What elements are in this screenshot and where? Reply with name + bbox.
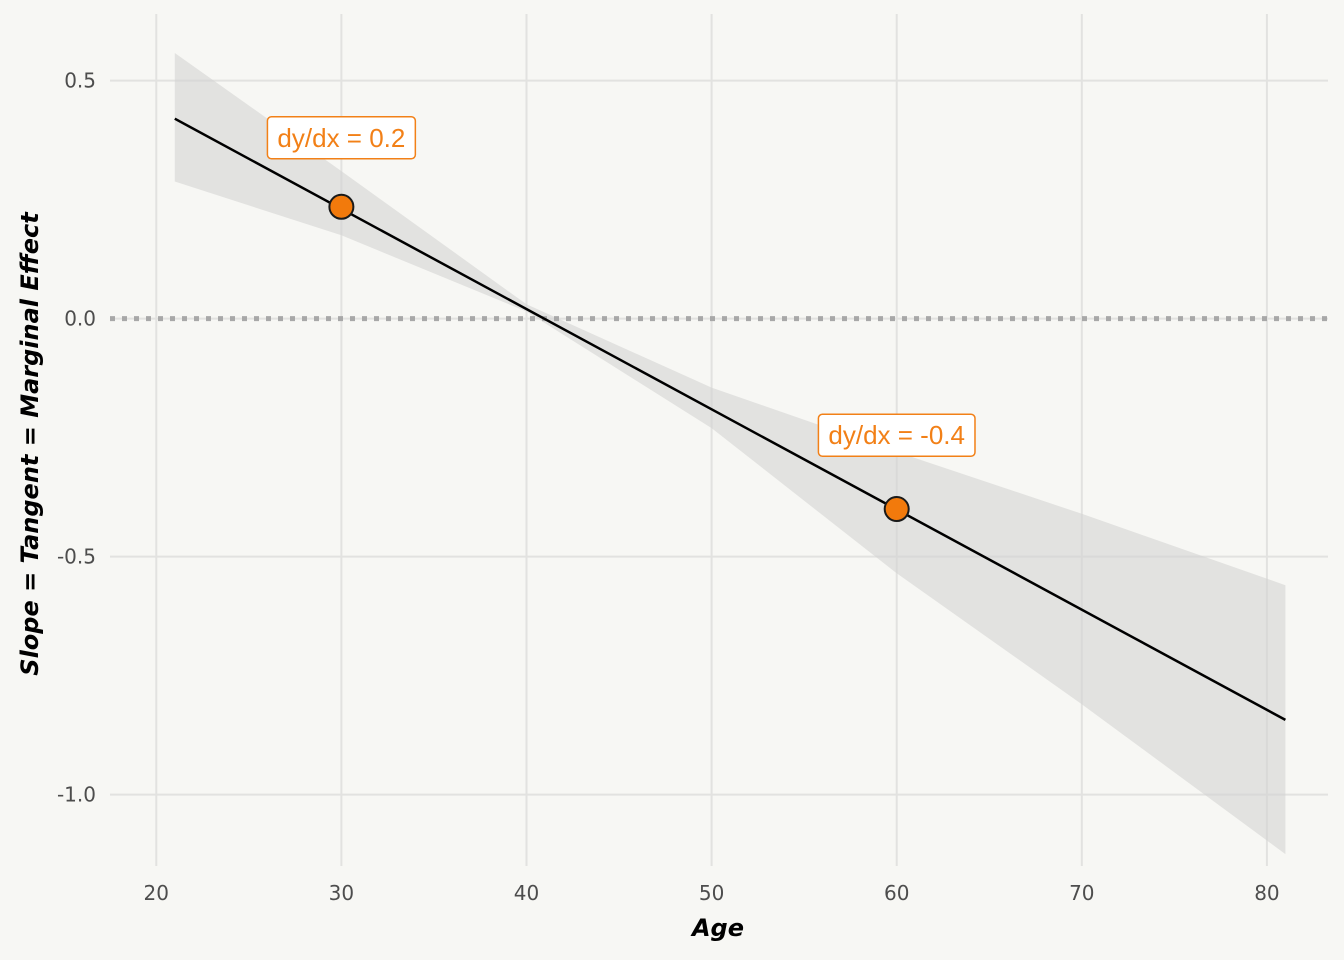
- annotation-layer: dy/dx = 0.2 dy/dx = -0.4: [266, 116, 976, 457]
- y-tick-label: -0.5: [57, 545, 96, 569]
- x-axis-title: Age: [690, 914, 744, 942]
- x-tick-label: 80: [1254, 881, 1279, 905]
- confidence-band: [174, 53, 1286, 855]
- y-tick-label: -1.0: [57, 783, 96, 807]
- y-tick-label: 0.0: [64, 307, 96, 331]
- x-tick-label: 20: [144, 881, 169, 905]
- y-tick-label: 0.5: [64, 69, 96, 93]
- x-tick-label: 70: [1069, 881, 1094, 905]
- x-tick-label: 50: [699, 881, 724, 905]
- trend-line-layer: [174, 117, 1286, 721]
- x-tick-labels: 20 30 40 50 60 70 80: [144, 881, 1280, 905]
- annotation-box: [266, 116, 417, 160]
- x-tick-label: 40: [514, 881, 539, 905]
- trend-line: [174, 117, 1286, 721]
- annotation-text: dy/dx = -0.4: [828, 420, 965, 450]
- confidence-band-layer: [174, 53, 1286, 855]
- slope-annotation: dy/dx = -0.4: [817, 413, 976, 457]
- annotation-box: [817, 413, 976, 457]
- x-tick-label: 30: [329, 881, 354, 905]
- highlight-point: [328, 193, 355, 220]
- highlight-points-layer: [328, 193, 910, 523]
- y-axis-title: Slope = Tangent = Marginal Effect: [16, 211, 44, 676]
- x-tick-label: 60: [884, 881, 909, 905]
- y-tick-labels: 0.5 0.0 -0.5 -1.0: [57, 69, 96, 807]
- highlight-point: [883, 496, 910, 523]
- slope-annotation: dy/dx = 0.2: [266, 116, 417, 160]
- annotation-text: dy/dx = 0.2: [277, 123, 405, 153]
